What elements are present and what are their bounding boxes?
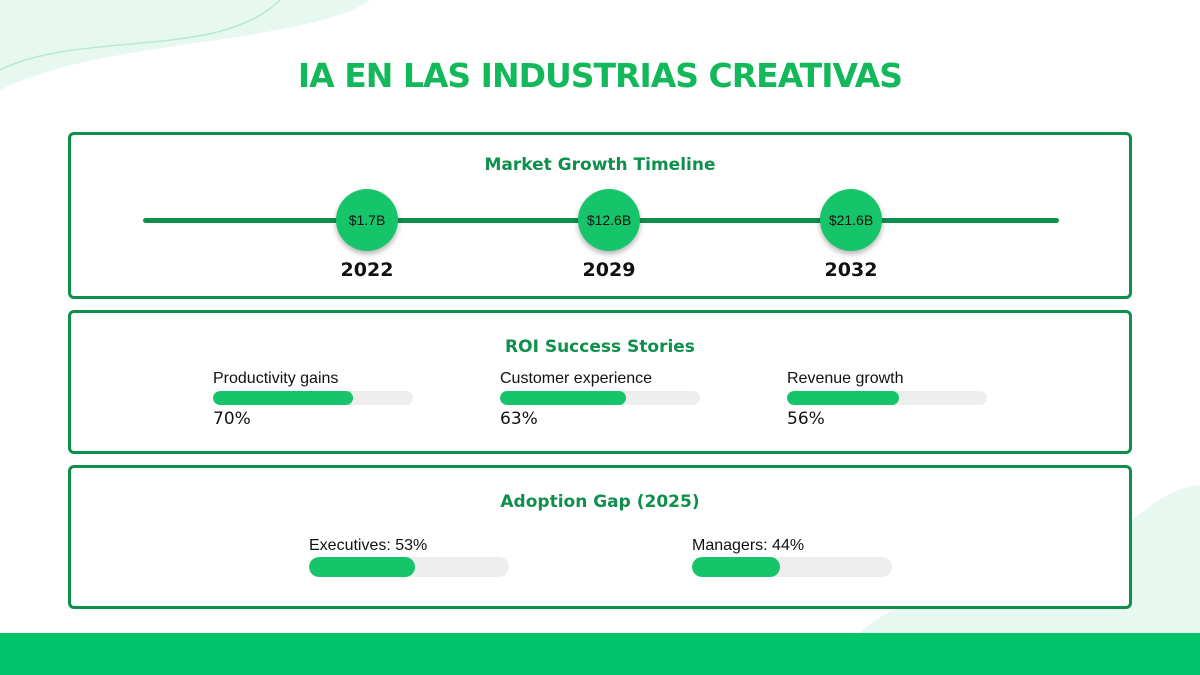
timeline-year: 2032 xyxy=(824,259,878,281)
bar-track xyxy=(500,391,700,405)
roi-panel: ROI Success Stories Productivity gains 70… xyxy=(68,310,1132,454)
bar-track xyxy=(787,391,987,405)
bar xyxy=(787,391,899,405)
bar-label: Managers: 44% xyxy=(692,537,805,554)
timeline-value: $1.7B xyxy=(336,189,398,251)
value-label: 63% xyxy=(500,409,538,429)
bar xyxy=(500,391,626,405)
bar-label: Revenue growth xyxy=(787,370,904,387)
value-label: 70% xyxy=(213,409,251,429)
bar-track xyxy=(309,557,509,577)
bar-track xyxy=(692,557,892,577)
page-title: IA EN LAS INDUSTRIAS CREATIVAS xyxy=(297,56,903,95)
bar-label: Customer experience xyxy=(500,370,653,387)
bar-label: Executives: 53% xyxy=(309,537,428,554)
bar-label: Productivity gains xyxy=(213,370,339,387)
bar xyxy=(692,557,780,577)
timeline-value: $21.6B xyxy=(820,189,882,251)
panel-title: ROI Success Stories xyxy=(505,337,695,357)
timeline-year: 2029 xyxy=(582,259,636,281)
bar xyxy=(213,391,353,405)
timeline-value: $12.6B xyxy=(578,189,640,251)
panel-title: Adoption Gap (2025) xyxy=(500,492,700,512)
bar-track xyxy=(213,391,413,405)
value-label: 56% xyxy=(787,409,825,429)
bar xyxy=(309,557,415,577)
adoption-panel: Adoption Gap (2025) Executives: 53% Manag… xyxy=(68,465,1132,609)
timeline-year: 2022 xyxy=(340,259,394,281)
timeline-panel: Market Growth Timeline $1.7B 2022 $12.6B 20… xyxy=(68,132,1132,299)
panel-title: Market Growth Timeline xyxy=(484,155,716,175)
